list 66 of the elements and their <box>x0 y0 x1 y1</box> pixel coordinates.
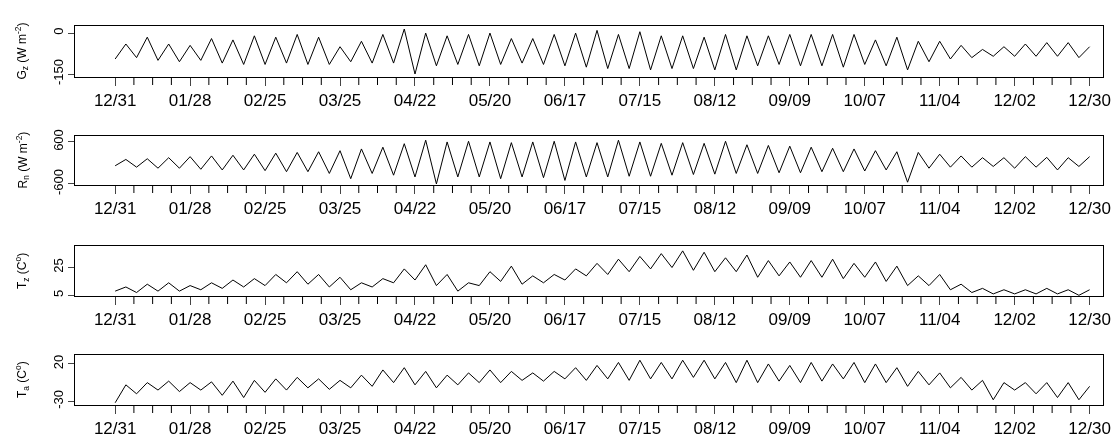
x-tick-label: 11/04 <box>919 199 961 219</box>
y-tick-label: 25 <box>50 258 66 273</box>
y-tick-label: -600 <box>50 168 66 196</box>
line-series <box>114 359 1091 404</box>
y-tick-label: 0 <box>50 27 66 35</box>
x-tick-label: 12/02 <box>993 419 1036 439</box>
x-tick-label: 02/25 <box>243 199 287 219</box>
x-tick-label: 09/09 <box>768 91 812 111</box>
x-tick-label: 01/28 <box>168 419 212 439</box>
x-tick-label: 06/17 <box>543 91 587 111</box>
x-tick-label: 06/17 <box>543 199 587 219</box>
x-tick-label: 11/04 <box>919 91 961 111</box>
x-tick-label: 03/25 <box>318 310 362 330</box>
x-tick-label: 06/17 <box>543 419 587 439</box>
x-tick-label: 07/15 <box>618 199 662 219</box>
x-tick-label: 09/09 <box>768 419 812 439</box>
y-tick-label: 5 <box>50 289 66 297</box>
x-tick-label: 03/25 <box>318 199 362 219</box>
x-tick-label: 01/28 <box>168 91 212 111</box>
x-tick-label: 04/22 <box>393 310 437 330</box>
x-tick-label: 05/20 <box>468 310 512 330</box>
x-tick-label: 12/02 <box>993 91 1036 111</box>
x-tick-label: 12/30 <box>1068 91 1111 111</box>
x-tick-label: 09/09 <box>768 199 812 219</box>
x-tick-label: 05/20 <box>468 199 512 219</box>
x-tick-label: 08/12 <box>693 199 737 219</box>
x-tick-label: 04/22 <box>393 199 437 219</box>
x-tick-label: 08/12 <box>693 91 737 111</box>
x-tick-label: 07/15 <box>618 91 662 111</box>
x-tick-label: 10/07 <box>843 199 887 219</box>
x-tick-label: 01/28 <box>168 199 212 219</box>
x-tick-label: 12/31 <box>93 419 137 439</box>
x-tick-label: 03/25 <box>318 91 362 111</box>
x-tick-label: 11/04 <box>919 310 961 330</box>
x-tick-label: 05/20 <box>468 419 512 439</box>
x-tick-label: 04/22 <box>393 419 437 439</box>
x-tick-label: 12/30 <box>1068 199 1111 219</box>
x-tick-label: 10/07 <box>843 91 887 111</box>
x-tick-label: 07/15 <box>618 310 662 330</box>
x-tick-label: 02/25 <box>243 310 287 330</box>
y-tick-label: -150 <box>50 59 66 86</box>
x-tick-label: 08/12 <box>693 310 737 330</box>
x-tick-label: 04/22 <box>393 91 437 111</box>
x-tick-label: 02/25 <box>243 91 287 111</box>
x-tick-label: 06/17 <box>543 310 587 330</box>
x-tick-label: 12/31 <box>93 91 137 111</box>
x-tick-label: 10/07 <box>843 419 887 439</box>
y-tick-label: 20 <box>50 354 66 370</box>
x-tick-label: 12/02 <box>993 199 1036 219</box>
y-tick-label: -30 <box>50 389 66 409</box>
x-tick-label: 12/02 <box>993 310 1036 330</box>
line-series <box>114 28 1091 75</box>
y-tick-label: 600 <box>50 129 66 151</box>
x-tick-label: 09/09 <box>768 310 812 330</box>
x-tick-label: 08/12 <box>693 419 737 439</box>
x-tick-label: 05/20 <box>468 91 512 111</box>
x-tick-label: 07/15 <box>618 419 662 439</box>
x-tick-label: 02/25 <box>243 419 287 439</box>
x-tick-label: 03/25 <box>318 419 362 439</box>
x-tick-label: 12/31 <box>93 199 137 219</box>
x-tick-label: 01/28 <box>168 310 212 330</box>
x-tick-label: 12/31 <box>93 310 137 330</box>
x-tick-label: 10/07 <box>843 310 887 330</box>
x-tick-label: 12/30 <box>1068 419 1111 439</box>
x-tick-label: 12/30 <box>1068 310 1111 330</box>
x-tick-label: 11/04 <box>919 419 961 439</box>
